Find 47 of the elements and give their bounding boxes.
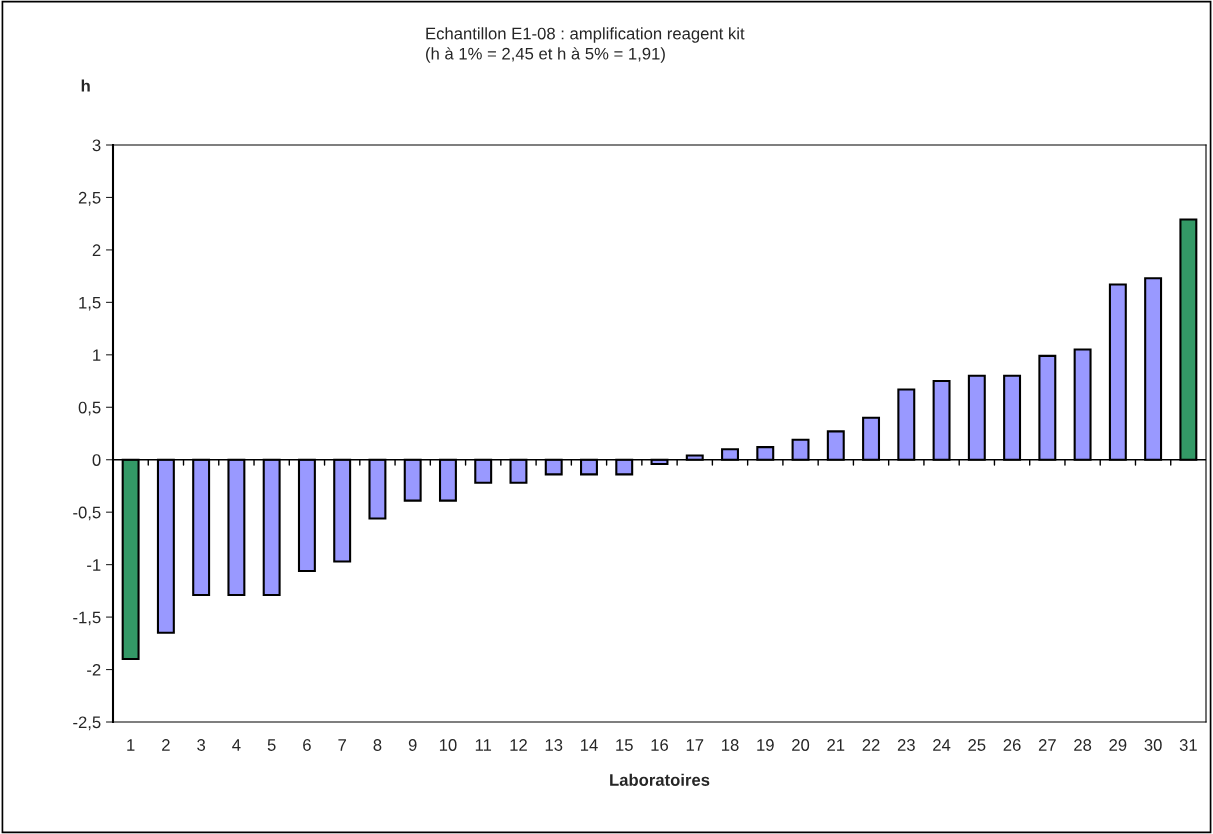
- x-tick-label: 31: [1179, 739, 1197, 751]
- x-tick-label: 10: [439, 739, 457, 751]
- x-tick-label: 20: [792, 739, 810, 751]
- x-tick-label: 5: [267, 739, 276, 751]
- x-tick-label: 7: [338, 739, 346, 751]
- y-tick-label: -2,5: [73, 716, 101, 731]
- chart-subtitle: (h à 1% = 2,45 et h à 5% = 1,91): [426, 47, 665, 63]
- x-axis-title: Laboratoires: [610, 773, 710, 786]
- y-tick-label: 1: [93, 349, 101, 361]
- x-tick-label: 23: [897, 739, 915, 751]
- y-tick-label: -1: [87, 559, 101, 571]
- x-tick-label: 17: [686, 739, 704, 751]
- x-tick-label: 8: [373, 739, 382, 751]
- y-axis-title: h: [81, 79, 90, 92]
- x-tick-label: 29: [1109, 739, 1127, 751]
- y-tick-label: 3: [92, 139, 101, 152]
- x-tick-label: 22: [862, 739, 880, 751]
- x-tick-label: 13: [545, 739, 563, 751]
- y-tick-label: 0,5: [78, 401, 101, 416]
- y-tick-label: 2,5: [78, 191, 101, 206]
- x-tick-label: 18: [722, 739, 739, 751]
- x-tick-label: 1: [127, 739, 135, 751]
- x-tick-label: 4: [232, 739, 241, 751]
- x-tick-label: 3: [197, 739, 206, 751]
- x-tick-label: 21: [827, 739, 845, 751]
- chart-title: Echantillon E1-08 : amplification reagent kit: [426, 27, 745, 43]
- y-tick-label: -0,5: [73, 506, 101, 521]
- x-tick-label: 12: [510, 739, 527, 751]
- x-tick-label: 14: [580, 739, 598, 751]
- x-tick-label: 28: [1074, 739, 1092, 751]
- x-tick-label: 15: [616, 739, 633, 751]
- x-tick-label: 2: [162, 739, 170, 751]
- y-tick-label: 2: [92, 244, 101, 256]
- x-tick-label: 24: [933, 739, 951, 751]
- x-tick-label: 19: [757, 739, 774, 751]
- x-tick-label: 27: [1038, 739, 1056, 751]
- y-tick-label: 1,5: [79, 296, 101, 311]
- x-tick-label: 25: [968, 739, 986, 751]
- y-tick-label: 0: [92, 454, 101, 466]
- x-tick-label: 11: [475, 739, 492, 751]
- y-tick-label: -1,5: [73, 611, 101, 626]
- x-tick-label: 30: [1144, 739, 1162, 751]
- x-tick-label: 6: [303, 739, 311, 751]
- x-tick-label: 9: [408, 739, 417, 751]
- x-tick-label: 26: [1003, 739, 1021, 751]
- y-tick-label: -2: [87, 663, 101, 676]
- x-tick-label: 16: [651, 739, 669, 751]
